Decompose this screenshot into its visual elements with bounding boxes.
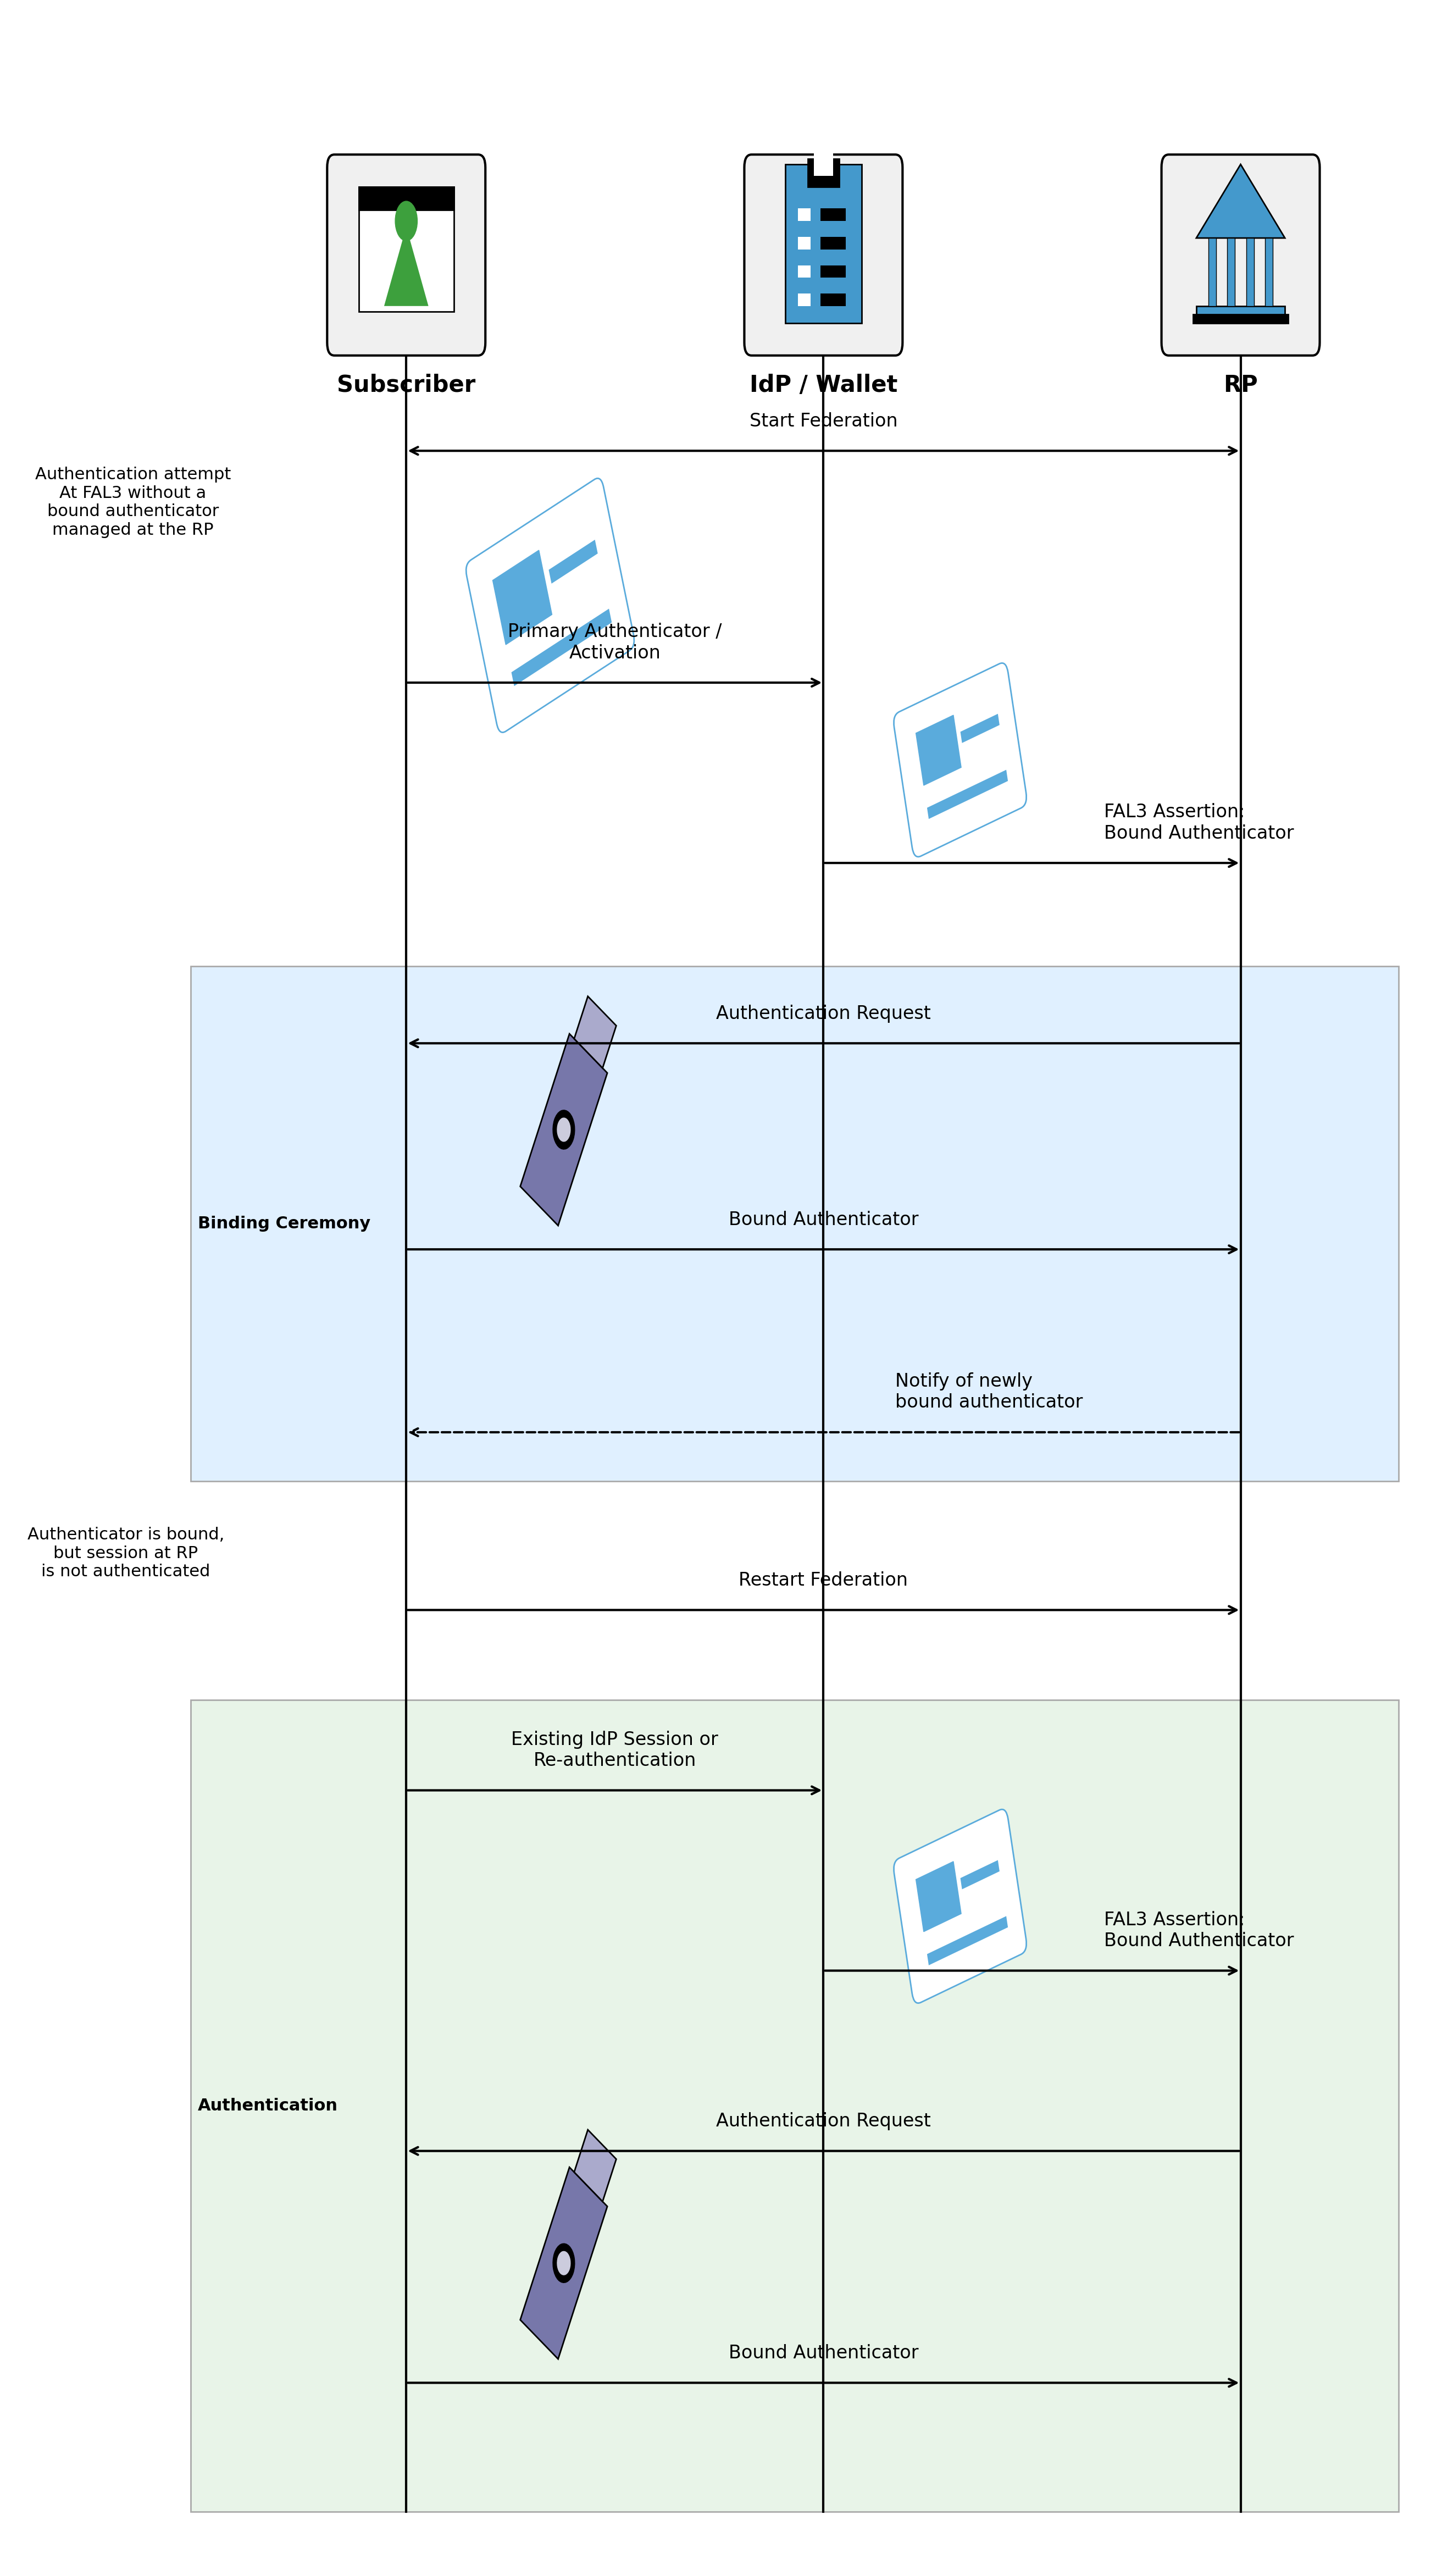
Text: Authenticator is bound,
but session at RP
is not authenticated: Authenticator is bound, but session at R… — [27, 1528, 224, 1579]
Bar — [493, 551, 552, 644]
Bar — [521, 1033, 607, 1226]
Bar — [927, 1917, 1008, 1965]
Text: RP: RP — [1223, 374, 1257, 397]
Text: IdP / Wallet: IdP / Wallet — [750, 374, 897, 397]
Text: Authentication: Authentication — [198, 2097, 337, 2115]
Text: Authentication Request: Authentication Request — [717, 1005, 930, 1023]
Bar — [960, 714, 999, 742]
Text: Restart Federation: Restart Federation — [738, 1571, 908, 1589]
FancyBboxPatch shape — [1161, 155, 1319, 355]
Bar — [820, 237, 845, 250]
Bar — [1227, 237, 1234, 307]
Polygon shape — [1197, 165, 1285, 237]
Circle shape — [552, 2244, 575, 2282]
Bar — [927, 770, 1008, 819]
Bar — [960, 1860, 999, 1888]
Bar — [820, 209, 845, 222]
FancyBboxPatch shape — [327, 155, 486, 355]
Bar — [1193, 314, 1288, 322]
Bar — [916, 716, 962, 786]
Text: FAL3 Assertion:
Bound Authenticator: FAL3 Assertion: Bound Authenticator — [1105, 1911, 1293, 1950]
FancyBboxPatch shape — [466, 479, 634, 732]
Bar — [797, 209, 810, 222]
Polygon shape — [384, 237, 428, 307]
Text: Existing IdP Session or
Re-authentication: Existing IdP Session or Re-authenticatio… — [512, 1731, 718, 1770]
Bar — [1197, 307, 1285, 322]
FancyBboxPatch shape — [744, 155, 903, 355]
Text: Start Federation: Start Federation — [750, 412, 897, 430]
Text: Authentication attempt
At FAL3 without a
bound authenticator
managed at the RP: Authentication attempt At FAL3 without a… — [35, 466, 231, 538]
Bar — [512, 608, 611, 685]
Circle shape — [557, 1118, 571, 1141]
Bar — [786, 165, 861, 322]
Text: Authentication Request: Authentication Request — [717, 2112, 930, 2130]
Bar — [574, 997, 616, 1069]
Circle shape — [552, 1110, 575, 1149]
Bar — [359, 188, 454, 209]
Bar — [1265, 237, 1273, 307]
Bar — [813, 152, 833, 175]
Circle shape — [557, 2251, 571, 2275]
Text: Bound Authenticator: Bound Authenticator — [728, 1211, 919, 1229]
Bar — [820, 265, 845, 278]
Bar — [521, 2166, 607, 2360]
Text: Bound Authenticator: Bound Authenticator — [728, 2344, 919, 2362]
Text: Notify of newly
bound authenticator: Notify of newly bound authenticator — [895, 1373, 1083, 1412]
Text: Primary Authenticator /
Activation: Primary Authenticator / Activation — [508, 623, 722, 662]
Bar — [1246, 237, 1255, 307]
Bar — [797, 294, 810, 307]
Bar — [359, 188, 454, 312]
Bar — [190, 966, 1399, 1481]
FancyBboxPatch shape — [894, 662, 1027, 858]
Text: Binding Ceremony: Binding Ceremony — [198, 1216, 371, 1231]
Bar — [190, 1700, 1399, 2512]
Bar — [916, 1862, 962, 1932]
Bar — [808, 160, 839, 188]
Text: FAL3 Assertion:
Bound Authenticator: FAL3 Assertion: Bound Authenticator — [1105, 804, 1293, 842]
Text: Subscriber: Subscriber — [337, 374, 476, 397]
Bar — [820, 294, 845, 307]
Circle shape — [395, 201, 417, 242]
Bar — [1208, 237, 1216, 307]
FancyBboxPatch shape — [894, 1808, 1027, 2004]
Bar — [574, 2130, 616, 2202]
Bar — [797, 265, 810, 278]
Bar — [797, 237, 810, 250]
Bar — [549, 541, 598, 585]
